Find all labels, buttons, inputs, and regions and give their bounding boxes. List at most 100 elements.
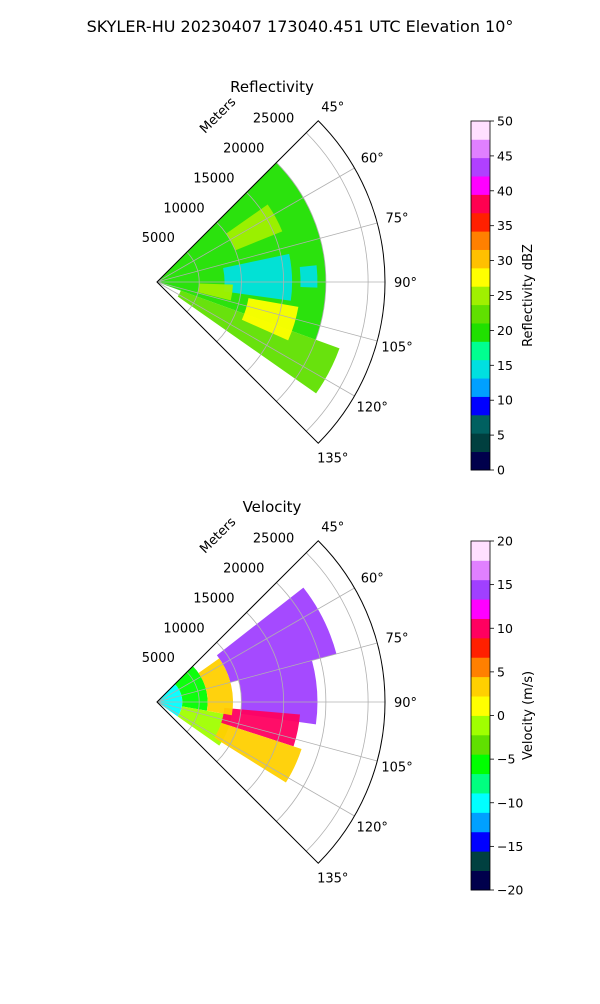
colorbar-swatch: [471, 599, 490, 610]
colorbar-swatch: [471, 851, 490, 862]
colorbar-swatch: [471, 121, 490, 131]
colorbar-swatch: [471, 313, 490, 324]
colorbar-swatch: [471, 286, 490, 296]
field-region: [177, 290, 340, 394]
colorbar-swatch: [471, 378, 490, 388]
colorbar-swatch: [471, 323, 490, 333]
theta-tick-label: 135°: [317, 452, 348, 467]
colorbar-tick-label: 5: [497, 664, 505, 679]
colorbar-swatch: [471, 880, 490, 891]
colorbar-tick-label: 5: [497, 428, 505, 443]
colorbar-swatch: [471, 870, 490, 881]
colorbar-tick-label: 40: [497, 183, 513, 198]
colorbar-swatch: [471, 550, 490, 561]
colorbar-swatch: [471, 812, 490, 823]
theta-gridline: [156, 642, 378, 703]
colorbar: −20 −15 −10 −5 0 5 10 15 20 Velocity (m/s): [470, 534, 536, 898]
theta-gridline: [156, 222, 378, 283]
colorbar-swatch: [471, 368, 490, 379]
theta-tick-label: 120°: [357, 820, 388, 835]
theta-tick-label: 135°: [317, 872, 348, 887]
theta-tick-label: 75°: [386, 632, 409, 647]
colorbar-swatch: [471, 212, 490, 223]
field-region: [197, 283, 233, 301]
theta-tick-label: 75°: [386, 212, 409, 227]
sector-frame: [156, 120, 386, 444]
field-region: [226, 204, 283, 251]
theta-tick-label: 45°: [321, 520, 344, 535]
colorbar-tick-label: 45: [497, 148, 513, 163]
colorbar-swatch: [471, 802, 490, 813]
theta-tick-label: 90°: [394, 696, 417, 711]
colorbar-swatch: [471, 686, 490, 697]
colorbar-swatch: [471, 715, 490, 726]
radial-tick-label: 10000: [163, 621, 204, 636]
colorbar-swatch: [471, 570, 490, 581]
colorbar-tick-label: 20: [497, 323, 513, 338]
colorbar-swatch: [471, 148, 490, 159]
colorbar-swatch: [471, 405, 490, 416]
colorbar-swatch: [471, 166, 490, 177]
radial-tick-label: 20000: [223, 142, 264, 157]
theta-tick-label: 105°: [381, 340, 412, 355]
colorbar-swatch: [471, 725, 490, 736]
colorbar-swatch: [471, 841, 490, 852]
colorbar-swatch: [471, 350, 490, 361]
theta-gridline: [156, 587, 355, 703]
colorbar-swatch: [471, 157, 490, 168]
colorbar-swatch: [471, 332, 490, 342]
colorbar-label: Reflectivity dBZ: [521, 244, 536, 347]
colorbar-tick-label: 0: [497, 463, 505, 478]
panel-title: Velocity: [243, 498, 302, 516]
colorbar-tick-label: 20: [497, 534, 513, 549]
colorbar-swatch: [471, 304, 490, 315]
colorbar-tick-label: 50: [497, 114, 513, 129]
theta-tick-label: 120°: [357, 400, 388, 415]
panels: 45°60°75°90°105°120°135°5000100001500020…: [142, 78, 536, 898]
panel-title: Reflectivity: [230, 78, 314, 96]
radial-tick-label: 10000: [163, 201, 204, 216]
field-region: [223, 253, 293, 301]
colorbar-label: Velocity (m/s): [521, 671, 536, 760]
colorbar-tick-label: 35: [497, 218, 513, 233]
colorbar-swatch: [471, 754, 490, 765]
sector-frame: [156, 540, 386, 864]
radial-tick-label: 25000: [253, 532, 294, 547]
theta-tick-label: 60°: [361, 572, 384, 587]
colorbar-swatch: [471, 579, 490, 590]
theta-tick-label: 45°: [321, 100, 344, 115]
theta-tick-label: 60°: [361, 152, 384, 167]
colorbar-swatch: [471, 618, 490, 629]
colorbar-swatch: [471, 541, 490, 552]
panel-reflectivity: 45° 60° 75° 90° 105° 120° 135° 5000 10000 15000 20…: [142, 78, 536, 478]
field-region: [216, 587, 337, 683]
colorbar-tick-label: −20: [497, 883, 523, 898]
colorbar-swatch: [471, 637, 490, 649]
radial-axis-label: Meters: [197, 95, 239, 137]
colorbar-swatch: [471, 387, 490, 397]
radial-tick-label: 5000: [142, 651, 175, 666]
radar-field: [157, 587, 337, 783]
colorbar-tick-label: −5: [497, 752, 515, 767]
colorbar-swatch: [471, 433, 490, 443]
colorbar-swatch: [471, 744, 490, 755]
field-region: [299, 265, 318, 288]
theta-gridline: [156, 167, 355, 283]
theta-tick-label: 90°: [394, 276, 417, 291]
colorbar-swatch: [471, 176, 490, 186]
colorbar-swatch: [471, 560, 490, 571]
colorbar-swatch: [471, 783, 490, 794]
colorbar-swatch: [471, 295, 490, 306]
theta-tick-label: 105°: [381, 760, 412, 775]
colorbar-swatch: [471, 460, 490, 471]
field-region: [214, 722, 302, 783]
colorbar-swatch: [471, 222, 490, 232]
colorbar-swatch: [471, 231, 490, 241]
field-region: [221, 707, 301, 747]
colorbar-tick-label: −10: [497, 795, 523, 810]
colorbar-swatch: [471, 341, 490, 352]
colorbar-tick-label: 10: [497, 621, 513, 636]
colorbar-tick-label: 25: [497, 288, 513, 303]
colorbar-swatch: [471, 277, 490, 287]
